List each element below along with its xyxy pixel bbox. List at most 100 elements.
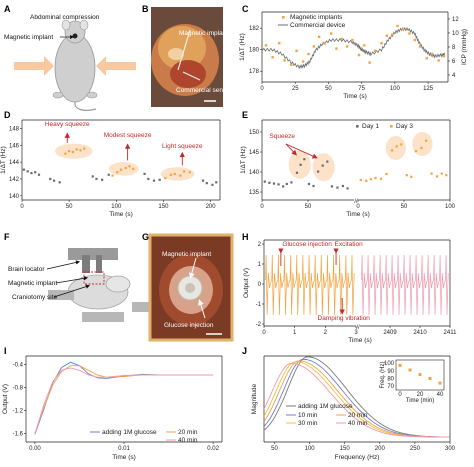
data-point — [83, 147, 86, 150]
data-point-day-1 — [277, 183, 280, 186]
data-point-day-3 — [379, 177, 383, 180]
data-point-day-1 — [321, 164, 324, 167]
panel-f-label-0: Brain locator — [8, 266, 45, 273]
legend-marker-day-3 — [390, 125, 393, 128]
data-point-magnetic-implant — [345, 45, 349, 48]
x-tick-label: 2410 — [413, 330, 427, 336]
panel-f-label-1: Magnetic implant — [8, 280, 57, 287]
x-axis-label: Time (s) — [109, 211, 133, 218]
data-point-day-3 — [414, 150, 418, 153]
data-point-day-1 — [346, 187, 349, 190]
panel-g-label-bottom: Glucose injection — [164, 322, 214, 329]
data-point-magnetic-implant — [271, 56, 274, 59]
data-point-day-3 — [430, 172, 433, 175]
x-tick-label: 0 — [262, 330, 266, 336]
data-point — [111, 174, 114, 177]
data-point-magnetic-implant — [437, 59, 440, 62]
data-point — [58, 181, 61, 184]
data-point-magnetic-implant — [295, 49, 298, 52]
x-axis-label: Frequency (Hz) — [335, 454, 380, 461]
x-tick-label: 2409 — [383, 330, 397, 336]
legend-label-1: 20 min — [178, 429, 198, 436]
x-tick-label: 0 — [260, 86, 264, 92]
data-point-magnetic-implant — [278, 42, 281, 45]
data-point-day-1 — [299, 163, 302, 166]
y-axis-label: Output (V) — [243, 268, 250, 298]
x-axis-label: Time (s) — [112, 454, 136, 461]
data-point — [215, 181, 218, 184]
data-point — [132, 167, 135, 170]
inset-data-point — [408, 368, 412, 372]
y-axis-label: Magnitude — [251, 383, 258, 414]
panel-g-label-top: Magnetic implant — [162, 251, 211, 258]
panel-label: H — [242, 232, 249, 242]
annotation-arrow — [285, 143, 297, 156]
highlight-region — [385, 136, 406, 160]
y-tick-label: 150 — [249, 130, 260, 136]
panel-label-b: B — [142, 4, 149, 14]
data-point — [68, 150, 71, 153]
x-tick-label: 0.01 — [118, 446, 130, 452]
data-point-day-1 — [285, 182, 288, 186]
x-tick-label: 1 — [293, 330, 297, 336]
highlight-region — [312, 153, 335, 182]
data-point — [119, 168, 123, 171]
data-point — [64, 152, 67, 155]
data-point — [52, 179, 56, 182]
inset-y-tick-label: 70 — [387, 384, 394, 390]
data-point-magnetic-implant — [323, 42, 326, 45]
x-tick-label: 0 — [260, 204, 264, 210]
data-point-magnetic-implant — [283, 59, 286, 62]
x-tick-label: 3 — [354, 330, 358, 336]
chart-i: I 0.00 0.01 0.02 -1.6 -1.2 -0.8 -0.4 adding 1M g… — [2, 346, 223, 461]
y-tick-label: 140 — [249, 170, 260, 176]
data-point-day-1 — [336, 186, 339, 189]
data-point-day-3 — [369, 178, 372, 181]
panel-label: J — [242, 346, 247, 356]
y-axis-label: 1/ΔT (Hz) — [240, 146, 247, 174]
legend-label-day-3: Day 3 — [396, 123, 413, 130]
x-tick-label: 50 — [325, 86, 332, 92]
x-axis-label: Time (s) — [346, 211, 370, 218]
annotation-label: Damping vibration — [318, 315, 371, 322]
data-point-magnetic-implant — [391, 33, 394, 36]
y-tick-label: 135 — [249, 190, 260, 196]
data-point-magnetic-implant — [264, 44, 268, 47]
panel-a: A Abdominal compression Magnetic implant — [4, 4, 136, 111]
x-tick-label: 100 — [111, 204, 122, 210]
x-tick-label: 0.00 — [29, 446, 41, 452]
panel-b-label-bottom: Commercial sensor — [176, 87, 233, 94]
highlight-region — [412, 132, 433, 156]
panel-g: G Magnetic implant Glucose injection — [142, 232, 234, 342]
legend-label-commercial-device: Commercial device — [290, 22, 346, 29]
data-point-magnetic-implant — [396, 24, 399, 28]
data-point-magnetic-implant — [307, 52, 310, 56]
data-point-day-1 — [326, 160, 329, 163]
implant-dot — [72, 33, 78, 39]
data-point-day-1 — [268, 181, 271, 184]
data-point — [147, 177, 150, 181]
y2-tick-label: 6 — [452, 59, 456, 65]
x-tick-label: 100 — [445, 204, 456, 210]
x-tick-label: 200 — [375, 446, 386, 452]
data-point-day-3 — [374, 176, 377, 180]
legend-label-2: 20 min — [348, 412, 368, 419]
x-tick-label: 100 — [305, 446, 316, 452]
data-point-magnetic-implant — [335, 47, 338, 50]
chart-h: H // 0 1 2 3 2409 2410 2411 -2 -1 0 1 2 Glucose inject… — [242, 232, 457, 344]
data-point — [143, 172, 146, 175]
x-tick-label: 300 — [445, 446, 456, 452]
legend-label-day-1: Day 1 — [362, 123, 379, 130]
panel-b-label-top: Magnetic implant — [179, 30, 228, 37]
series-line-2 — [34, 367, 214, 435]
panel-a-title: Abdominal compression — [30, 14, 100, 21]
y-tick-label: 140 — [9, 194, 20, 200]
inset-data-point — [398, 363, 402, 367]
data-point-magnetic-implant — [351, 38, 354, 42]
y-tick-label: -1.2 — [13, 408, 24, 414]
annotation-label: Modest squeeze — [104, 132, 152, 139]
data-point — [75, 148, 78, 151]
compression-arrow-right — [96, 56, 136, 76]
data-point-magnetic-implant — [442, 54, 446, 58]
